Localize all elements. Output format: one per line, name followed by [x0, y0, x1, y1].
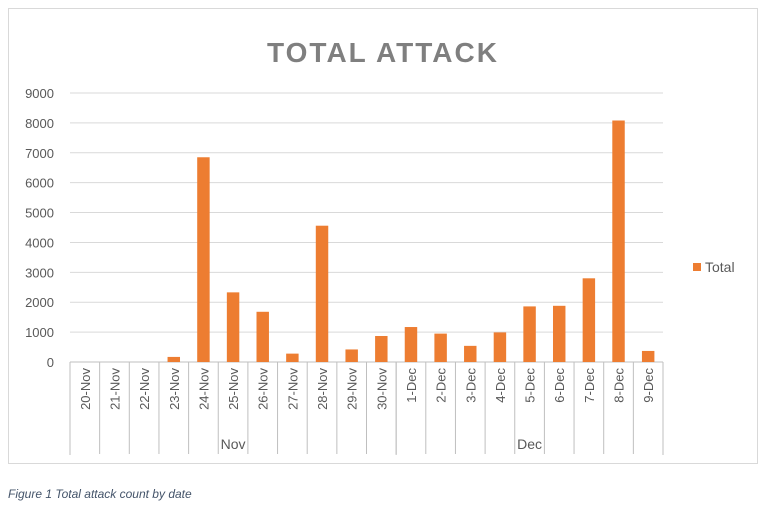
y-tick-label: 1000 [25, 325, 54, 340]
legend-label: Total [705, 259, 735, 275]
x-tick-label: 26-Nov [256, 368, 271, 410]
x-tick-label: 30-Nov [374, 368, 389, 410]
bar [226, 292, 240, 362]
figure-caption: Figure 1 Total attack count by date [8, 487, 192, 501]
bar [345, 349, 358, 362]
bar [552, 305, 566, 362]
bar [256, 311, 269, 362]
gridlines [70, 92, 663, 363]
x-axis-group-labels: Nov Dec [69, 362, 664, 455]
y-tick-label: 5000 [25, 206, 54, 221]
x-tick-label: 25-Nov [226, 368, 241, 410]
bar [315, 225, 329, 362]
x-tick-label: 29-Nov [345, 368, 360, 410]
x-tick-label: 28-Nov [315, 368, 330, 410]
y-tick-label: 4000 [25, 235, 54, 250]
bar [523, 306, 536, 362]
bar-chart: TOTAL ATTACK 0 1000 2000 3000 4000 5000 6000 70… [25, 37, 735, 455]
y-tick-label: 7000 [25, 146, 54, 161]
x-tick-label: 9-Dec [641, 368, 656, 403]
bar [197, 157, 210, 362]
y-tick-label: 9000 [25, 86, 54, 101]
bar [286, 353, 299, 362]
x-axis-tick-labels: 20-Nov 21-Nov 22-Nov 23-Nov 24-Nov 25-Nov 26-N… [69, 362, 664, 454]
bar [582, 278, 596, 362]
legend: Total [693, 259, 735, 275]
x-tick-label: 4-Dec [493, 368, 508, 403]
bar [434, 333, 447, 362]
x-tick-label: 22-Nov [137, 368, 152, 410]
bars [167, 120, 655, 363]
x-tick-label: 27-Nov [285, 368, 300, 410]
group-label: Dec [517, 436, 542, 452]
x-tick-label: 23-Nov [167, 368, 182, 410]
y-tick-label: 6000 [25, 176, 54, 191]
x-tick-label: 24-Nov [196, 368, 211, 410]
legend-swatch [693, 263, 701, 271]
x-tick-label: 3-Dec [463, 368, 478, 403]
bar [464, 345, 477, 362]
x-tick-label: 7-Dec [582, 368, 597, 403]
chart-title: TOTAL ATTACK [267, 37, 499, 68]
x-tick-label: 2-Dec [434, 368, 449, 403]
x-tick-label: 5-Dec [523, 368, 538, 403]
y-axis-tick-labels: 0 1000 2000 3000 4000 5000 6000 7000 8000 9000 [25, 86, 54, 370]
x-tick-label: 1-Dec [404, 368, 419, 403]
x-tick-label: 21-Nov [107, 368, 122, 410]
bar [404, 327, 418, 362]
bar [493, 332, 507, 362]
y-tick-label: 8000 [25, 116, 54, 131]
y-tick-label: 3000 [25, 265, 54, 280]
y-tick-label: 0 [47, 355, 54, 370]
bar [167, 356, 181, 362]
x-tick-label: 8-Dec [612, 368, 627, 403]
x-tick-label: 20-Nov [78, 368, 93, 410]
bar [375, 335, 388, 362]
y-tick-label: 2000 [25, 295, 54, 310]
bar [641, 350, 655, 362]
group-label: Nov [221, 436, 246, 452]
x-tick-label: 6-Dec [552, 368, 567, 403]
bar [612, 120, 625, 363]
